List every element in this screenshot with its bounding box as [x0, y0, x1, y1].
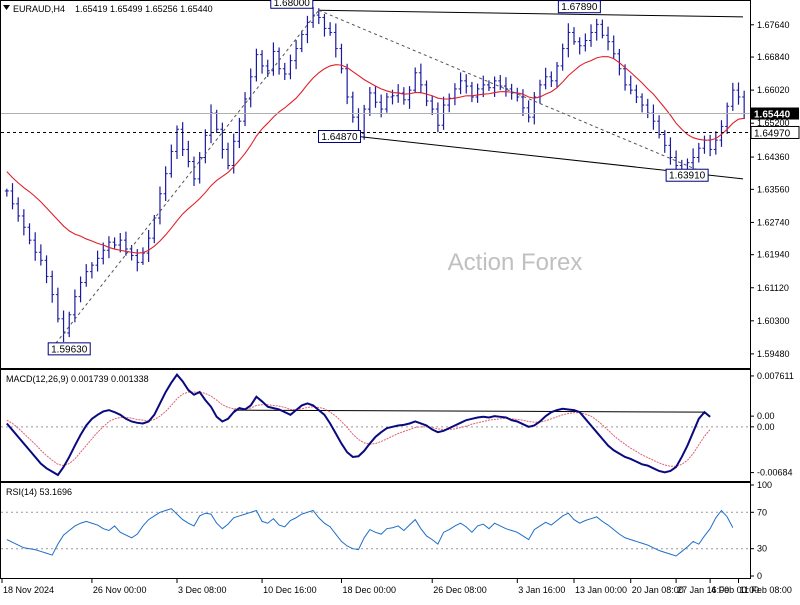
macd-axis: 0.007611 0.000.00 -0.00684	[1, 371, 794, 478]
swing-price-label: 1.64870	[321, 132, 358, 143]
time-tick-label: 11 Feb 08:00	[739, 585, 791, 595]
time-tick-label: 3 Jan 16:00	[518, 585, 565, 595]
time-tick-label: 18 Dec 00:00	[342, 585, 396, 595]
time-tick-label: 13 Jan 00:00	[575, 585, 627, 595]
price-tick-label: 1.63560	[757, 184, 790, 194]
price-tick-label: 1.61940	[757, 250, 790, 260]
rsi-tick-label: 0	[757, 571, 762, 581]
swing-price-box	[665, 168, 709, 182]
time-axis: 18 Nov 2024 26 Nov 00:00 3 Dec 08:00 10 Dec…	[1, 579, 792, 595]
current-price-value: 1.65440	[754, 110, 791, 121]
swing-price-label: 1.68000	[274, 0, 311, 9]
swing-price-box	[47, 342, 91, 356]
symbol-timeframe: EURAUD,H4	[13, 4, 65, 14]
macd-tick-label: 0.007611	[757, 371, 794, 381]
price-tick-label: 1.59480	[757, 349, 790, 359]
price-tick-label: 1.61120	[757, 283, 789, 293]
macd-lines	[6, 373, 711, 477]
rsi-line	[6, 508, 734, 557]
dropdown-arrow-icon[interactable]	[3, 5, 10, 10]
rsi-series-line	[6, 508, 734, 557]
macd-tick-label: -0.00684	[757, 468, 793, 478]
current-price-tag	[751, 107, 799, 120]
watermark: Action Forex	[448, 249, 583, 276]
time-tick-label: 3 Dec 08:00	[178, 585, 227, 595]
ohlc-readout: 1.65419 1.65499 1.65256 1.65440	[75, 4, 213, 14]
price-tick-label: 1.64360	[757, 152, 790, 162]
price-tick-label: 1.66840	[757, 52, 790, 62]
time-tick-label: 10 Dec 16:00	[263, 585, 317, 595]
swing-price-label: 1.59630	[51, 344, 88, 355]
time-tick-label: 18 Nov 2024	[3, 585, 54, 595]
time-tick-label: 4 Feb 00:00	[711, 585, 759, 595]
rsi-pane-frame	[0, 482, 751, 579]
price-tags: 1.65440 1.64970	[750, 107, 800, 139]
swing-price-label: 1.63910	[669, 171, 706, 182]
price-axis: 1.67640 1.66840 1.66020 1.65200 1.64360 1.635…	[750, 20, 790, 359]
moving-average-line	[6, 56, 745, 254]
macd-tick-label: 0.00	[757, 411, 775, 421]
level-price-tag	[750, 125, 800, 139]
price-annotations: 1.59630 1.68000 1.64870 1.67890 1.63910	[47, 0, 709, 356]
price-tick-label: 1.66020	[757, 85, 790, 95]
time-tick-label: 27 Jan 16:00	[677, 585, 729, 595]
price-pane-frame	[0, 0, 751, 369]
time-tick-label: 26 Dec 08:00	[433, 585, 487, 595]
price-tick-label: 1.65200	[757, 118, 790, 128]
rally-dashed-line	[51, 9, 320, 349]
resistance-trendline	[318, 9, 744, 18]
time-tick-label: 20 Jan 08:00	[632, 585, 684, 595]
rsi-tick-label: 30	[757, 544, 767, 554]
level-price-value: 1.64970	[754, 128, 791, 139]
macd-title: MACD(12,26,9) 0.001739 0.001338	[6, 374, 149, 384]
rsi-axis: 100 70 30 0	[1, 480, 772, 581]
rsi-tick-label: 70	[757, 507, 767, 517]
rsi-title: RSI(14) 53.1696	[6, 487, 72, 497]
price-tick-label: 1.60300	[757, 316, 790, 326]
moving-average	[6, 56, 745, 254]
price-bars	[4, 7, 747, 343]
swing-price-box	[270, 0, 314, 9]
time-tick-label: 26 Nov 00:00	[93, 585, 147, 595]
rsi-tick-label: 100	[757, 480, 772, 490]
macd-pane-frame	[0, 369, 751, 482]
swing-price-label: 1.67890	[561, 2, 598, 13]
trendlines	[1, 9, 750, 413]
swing-price-box	[557, 0, 601, 14]
price-tick-label: 1.67640	[757, 20, 790, 30]
swing-price-box	[317, 130, 361, 144]
macd-trendline	[233, 409, 706, 413]
macd-main-line	[6, 373, 711, 477]
price-tick-label: 1.62740	[757, 217, 790, 227]
decline-dashed-line	[318, 9, 711, 176]
macd-tick-label: 0.00	[757, 422, 775, 432]
